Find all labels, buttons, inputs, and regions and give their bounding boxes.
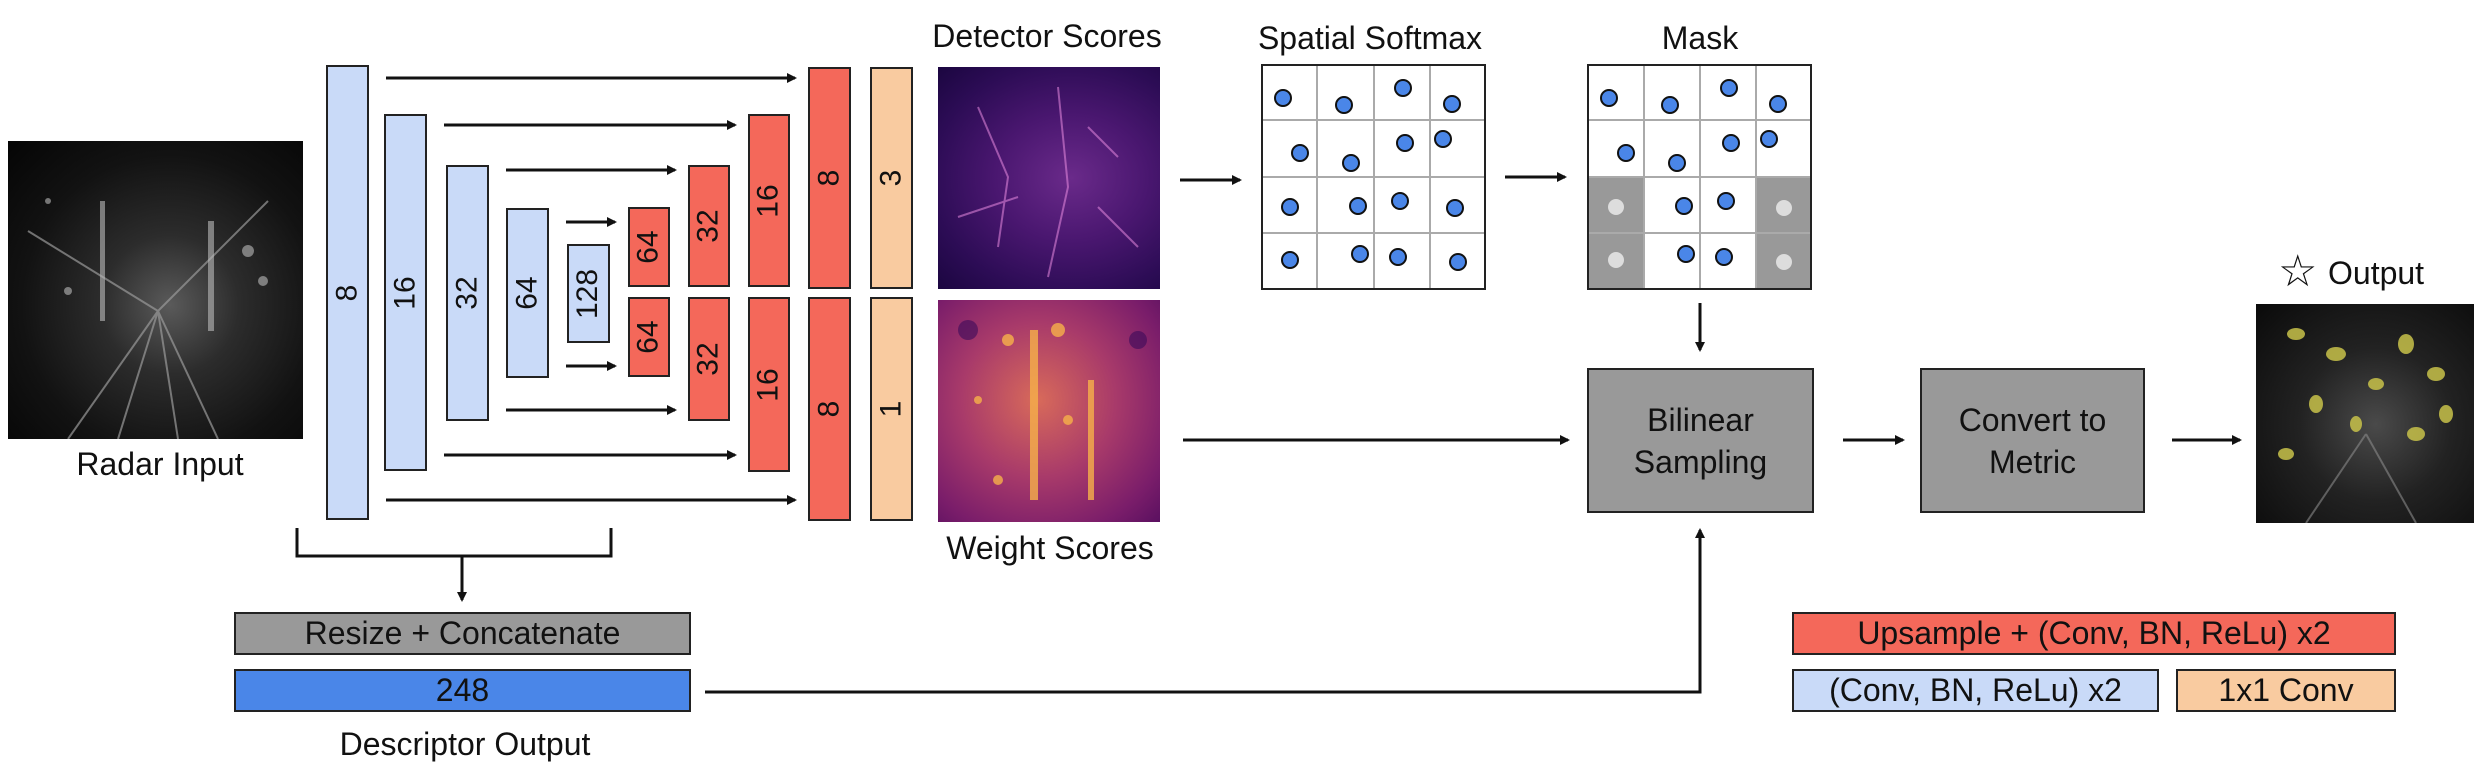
bilinear-line-2: Sampling xyxy=(1633,443,1768,480)
detector-scores-label: Detector Scores xyxy=(932,18,1162,54)
detector-head-3: 3 xyxy=(870,67,913,289)
detector-scores-texture xyxy=(957,86,1139,278)
weight-scores-image xyxy=(938,300,1160,522)
legend-upsample: Upsample + (Conv, BN, ReLu) x2 xyxy=(1792,612,2396,655)
weight-decoder-32: 32 xyxy=(688,297,730,421)
radar-texture xyxy=(27,198,269,439)
weight-scores-texture xyxy=(958,320,1147,500)
arrow-descriptor-to-bilinear xyxy=(705,528,1705,694)
detector-decoder-16: 16 xyxy=(748,114,790,287)
radar-input-label: Radar Input xyxy=(76,446,244,482)
star-icon: ☆ xyxy=(2278,247,2318,296)
weight-scores-label: Weight Scores xyxy=(946,530,1154,566)
detector-decoder-64: 64 xyxy=(628,207,670,287)
descriptor-bracket xyxy=(295,528,613,558)
descriptor-output-label: Descriptor Output xyxy=(339,726,591,762)
weight-decoder-8: 8 xyxy=(808,297,851,521)
legend-conv: (Conv, BN, ReLu) x2 xyxy=(1792,669,2159,712)
resize-concatenate-bar: Resize + Concatenate xyxy=(234,612,691,655)
bilinear-sampling-text: Bilinear Sampling xyxy=(1634,399,1767,483)
output-texture xyxy=(2278,328,2453,523)
encoder-block-64: 64 xyxy=(506,208,549,378)
encoder-block-128: 128 xyxy=(567,244,610,343)
softmax-keypoints xyxy=(1274,79,1467,271)
output-label: Output xyxy=(2328,255,2425,291)
spatial-softmax-label: Spatial Softmax xyxy=(1257,20,1483,56)
mask-grid-lines xyxy=(1589,66,1810,288)
encoder-block-16: 16 xyxy=(384,114,427,471)
weight-decoder-64: 64 xyxy=(628,297,670,377)
descriptor-248-bar: 248 xyxy=(234,669,691,712)
mask-label: Mask xyxy=(1661,20,1739,56)
convert-line-1: Convert to xyxy=(1958,401,2107,438)
convert-metric-text: Convert to Metric xyxy=(1959,399,2107,483)
radar-input-image xyxy=(8,141,303,439)
encoder-block-8: 8 xyxy=(326,65,369,520)
detector-decoder-32: 32 xyxy=(688,165,730,287)
detector-scores-image xyxy=(938,67,1160,289)
detector-decoder-8: 8 xyxy=(808,67,851,289)
convert-metric-box: Convert to Metric xyxy=(1920,368,2145,513)
bilinear-line-1: Bilinear xyxy=(1647,401,1754,438)
legend-1x1-conv: 1x1 Conv xyxy=(2176,669,2396,712)
bilinear-sampling-box: Bilinear Sampling xyxy=(1587,368,1814,513)
mask-keypoints xyxy=(1600,79,1787,266)
weight-head-1: 1 xyxy=(870,297,913,521)
convert-line-2: Metric xyxy=(1988,443,2077,480)
mask-suppressed-keypoints xyxy=(1608,199,1792,270)
weight-decoder-16: 16 xyxy=(748,297,790,472)
output-image xyxy=(2256,304,2474,523)
softmax-grid-lines xyxy=(1263,66,1484,288)
encoder-block-32: 32 xyxy=(446,165,489,421)
